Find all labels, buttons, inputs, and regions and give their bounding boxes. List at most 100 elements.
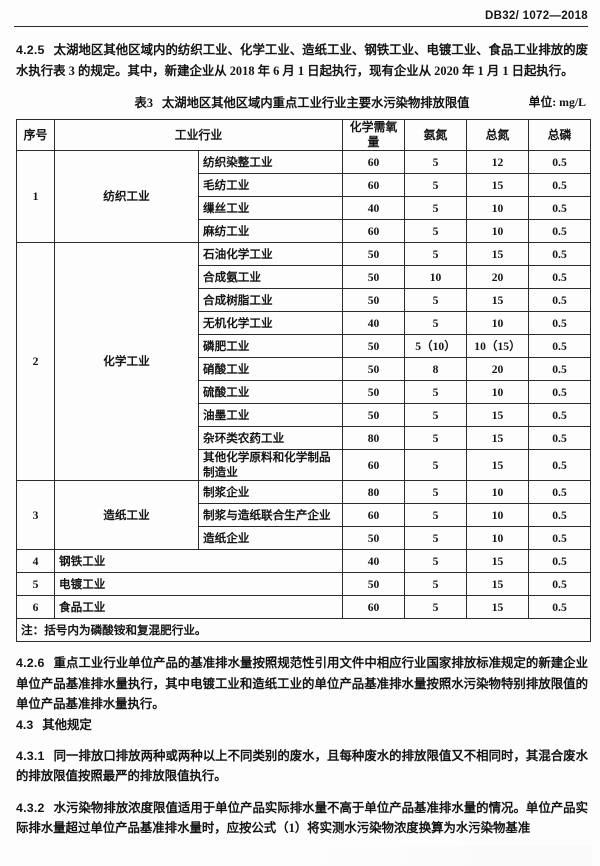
cell-tp: 0.5 bbox=[528, 150, 591, 174]
table-row: 合成树脂工业 50 5 15 0.5 bbox=[17, 288, 591, 312]
cell-nh3n: 5 bbox=[404, 449, 467, 481]
clause-4-2-6: 4.2.6 重点工业行业单位产品的基准排水量按照规范性引用文件中相应行业国家排放标… bbox=[16, 653, 588, 715]
cell-tp: 0.5 bbox=[528, 219, 591, 243]
cell-tp: 0.5 bbox=[528, 595, 591, 619]
cell-cod: 60 bbox=[342, 503, 405, 527]
cell-nh3n: 10 bbox=[404, 265, 467, 289]
section-4-3-number: 4.3 bbox=[16, 717, 34, 732]
cell-nh3n: 5 bbox=[404, 380, 467, 404]
section-4-3-title: 其他规定 bbox=[42, 717, 92, 732]
cell-nh3n: 5 bbox=[404, 196, 467, 220]
table-note-row: 注：括号内为磷酸铵和复混肥行业。 bbox=[16, 618, 591, 642]
cell-cod: 80 bbox=[342, 426, 405, 450]
table-row: 5 电镀工业 50 5 15 0.5 bbox=[16, 572, 591, 596]
cell-tp: 0.5 bbox=[528, 334, 591, 358]
cell-tn: 10 bbox=[466, 480, 529, 504]
table-row: 4 钢铁工业 40 5 15 0.5 bbox=[16, 549, 591, 573]
cell-industry-group: 纺织工业 bbox=[54, 150, 199, 243]
cell-nh3n: 5 bbox=[404, 526, 467, 550]
table-row: 毛纺工业 60 5 15 0.5 bbox=[17, 173, 591, 197]
cell-sub-industry: 制浆企业 bbox=[198, 480, 343, 504]
table-caption: 表3 太湖地区其他区域内重点工业行业主要水污染物排放限值 bbox=[16, 93, 588, 111]
table-row: 杂环类农药工业 80 5 15 0.5 bbox=[17, 426, 591, 450]
cell-cod: 50 bbox=[342, 334, 405, 358]
table-unit: 单位: mg/L bbox=[528, 95, 586, 109]
cell-tn: 10（15） bbox=[466, 334, 529, 358]
cell-cod: 50 bbox=[342, 526, 405, 550]
cell-tn: 10 bbox=[466, 196, 529, 220]
cell-tn: 15 bbox=[466, 288, 529, 312]
cell-sub-industry: 油墨工业 bbox=[198, 403, 343, 427]
cell-tn: 15 bbox=[466, 173, 529, 197]
table-row: 其他化学原料和化学制品制造业 60 5 15 0.5 bbox=[17, 449, 591, 481]
cell-tn: 15 bbox=[466, 595, 529, 619]
cell-tn: 10 bbox=[466, 219, 529, 243]
cell-industry-group: 食品工业 bbox=[54, 595, 343, 619]
cell-sub-industry: 石油化学工业 bbox=[198, 242, 343, 266]
cell-tn: 15 bbox=[466, 572, 529, 596]
cell-tp: 0.5 bbox=[528, 503, 591, 527]
cell-nh3n: 5 bbox=[404, 219, 467, 243]
table-note: 注：括号内为磷酸铵和复混肥行业。 bbox=[16, 618, 591, 642]
cell-tp: 0.5 bbox=[528, 357, 591, 381]
clause-4-3-2-number: 4.3.2 bbox=[16, 800, 45, 815]
cell-sub-industry: 制浆与造纸联合生产企业 bbox=[198, 503, 343, 527]
cell-cod: 60 bbox=[342, 219, 405, 243]
cell-tp: 0.5 bbox=[528, 380, 591, 404]
cell-tn: 15 bbox=[466, 403, 529, 427]
table-row: 6 食品工业 60 5 15 0.5 bbox=[16, 595, 591, 619]
table-row: 1 纺织工业 纺织染整工业 60 5 12 0.5 bbox=[16, 150, 591, 243]
cell-sub-industry: 其他化学原料和化学制品制造业 bbox=[198, 449, 343, 481]
cell-tn: 15 bbox=[466, 242, 529, 266]
cell-cod: 50 bbox=[342, 403, 405, 427]
scan-fade-artifact bbox=[300, 846, 592, 866]
cell-tp: 0.5 bbox=[528, 265, 591, 289]
cell-tn: 15 bbox=[466, 426, 529, 450]
clause-4-3-1-number: 4.3.1 bbox=[16, 748, 45, 763]
page-header: DB32/ 1072—2018 bbox=[14, 10, 588, 32]
cell-sub-industry: 缫丝工业 bbox=[198, 196, 343, 220]
column-header-index: 序号 bbox=[16, 119, 55, 151]
emission-limits-table: 序号 工业行业 化学需氧量 氨氮 总氮 总磷 1 纺织工业 纺织染整工业 60 5 12 0… bbox=[16, 119, 591, 642]
cell-sub-industry: 合成氨工业 bbox=[198, 265, 343, 289]
cell-tp: 0.5 bbox=[528, 403, 591, 427]
cell-cod: 40 bbox=[342, 196, 405, 220]
clause-4-2-6-text: 重点工业行业单位产品的基准排水量按照规范性引用文件中相应行业国家排放标准规定的新… bbox=[16, 656, 588, 711]
cell-sub-industry: 硝酸工业 bbox=[198, 357, 343, 381]
cell-sub-industry: 合成树脂工业 bbox=[198, 288, 343, 312]
clause-4-3-2: 4.3.2 水污染物排放浓度限值适用于单位产品实际排水量不高于单位产品基准排水量的… bbox=[16, 798, 588, 839]
cell-tp: 0.5 bbox=[528, 426, 591, 450]
document-content: 4.2.5 太湖地区其他区域内的纺织工业、化学工业、造纸工业、钢铁工业、电镀工业、… bbox=[16, 40, 591, 839]
table-number: 表3 bbox=[134, 96, 153, 110]
cell-nh3n: 5 bbox=[404, 549, 467, 573]
clause-4-3-1-text: 同一排放口排放两种或两种以上不同类别的废水，且每种废水的排放限值又不相同时，其混… bbox=[16, 748, 588, 784]
cell-tn: 12 bbox=[466, 150, 529, 174]
cell-tp: 0.5 bbox=[528, 242, 591, 266]
table-row: 无机化学工业 40 5 10 0.5 bbox=[17, 311, 591, 335]
cell-cod: 80 bbox=[342, 480, 405, 504]
table-title: 太湖地区其他区域内重点工业行业主要水污染物排放限值 bbox=[162, 96, 470, 110]
cell-nh3n: 5 bbox=[404, 595, 467, 619]
cell-index: 5 bbox=[16, 572, 55, 596]
table-row: 合成氨工业 50 10 20 0.5 bbox=[17, 265, 591, 289]
table-caption-row: 表3 太湖地区其他区域内重点工业行业主要水污染物排放限值 单位: mg/L bbox=[16, 93, 588, 113]
table-body: 1 纺织工业 纺织染整工业 60 5 12 0.5 毛纺工业 60 5 15 0.5 缫丝工业 40 5 10… bbox=[16, 150, 591, 642]
cell-cod: 60 bbox=[342, 173, 405, 197]
cell-tn: 15 bbox=[466, 549, 529, 573]
cell-index: 2 bbox=[16, 242, 55, 481]
header-rule bbox=[14, 26, 588, 27]
table-row: 制浆与造纸联合生产企业 60 5 10 0.5 bbox=[17, 503, 591, 527]
cell-nh3n: 5 bbox=[404, 173, 467, 197]
table-head: 序号 工业行业 化学需氧量 氨氮 总氮 总磷 bbox=[16, 119, 591, 151]
cell-tn: 10 bbox=[466, 503, 529, 527]
clause-4-3-1: 4.3.1 同一排放口排放两种或两种以上不同类别的废水，且每种废水的排放限值又不相… bbox=[16, 746, 588, 787]
clause-4-2-5-text: 太湖地区其他区域内的纺织工业、化学工业、造纸工业、钢铁工业、电镀工业、食品工业排… bbox=[16, 43, 588, 78]
table-header-row: 序号 工业行业 化学需氧量 氨氮 总氮 总磷 bbox=[16, 119, 591, 151]
cell-tn: 20 bbox=[466, 357, 529, 381]
column-header-cod: 化学需氧量 bbox=[342, 119, 405, 151]
cell-tn: 15 bbox=[466, 449, 529, 481]
cell-tp: 0.5 bbox=[528, 173, 591, 197]
cell-nh3n: 5 bbox=[404, 572, 467, 596]
cell-sub-industry: 无机化学工业 bbox=[198, 311, 343, 335]
cell-tp: 0.5 bbox=[528, 449, 591, 481]
